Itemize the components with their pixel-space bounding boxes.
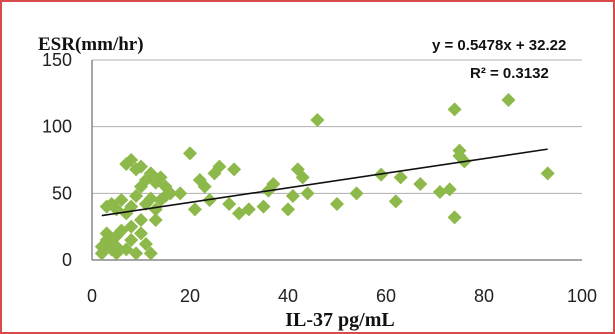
data-point xyxy=(212,159,227,174)
data-point xyxy=(124,153,139,167)
trendline-equation: y = 0.5478x + 32.22 xyxy=(432,37,566,54)
data-point xyxy=(134,213,148,227)
data-point xyxy=(138,237,153,251)
data-point xyxy=(227,162,242,177)
x-tick-label: 0 xyxy=(87,286,97,306)
data-point xyxy=(285,189,300,203)
data-point xyxy=(187,202,202,217)
y-tick-label: 0 xyxy=(62,250,72,270)
x-tick-label: 40 xyxy=(278,286,298,306)
data-point xyxy=(432,185,447,199)
data-point xyxy=(349,186,364,201)
data-point xyxy=(114,193,129,207)
y-axis-label: ESR(mm/hr) xyxy=(38,34,144,55)
data-point xyxy=(197,179,212,194)
r-squared-label: R² = 0.3132 xyxy=(470,65,549,82)
y-tick-label: 50 xyxy=(52,183,72,203)
data-point xyxy=(124,233,139,247)
trendline xyxy=(101,148,548,217)
data-point xyxy=(129,189,144,203)
data-point xyxy=(134,159,148,174)
data-point xyxy=(109,239,124,254)
y-tick-labels: 0 50 100 150 xyxy=(42,50,72,270)
x-tick-label: 20 xyxy=(180,286,200,306)
x-tick-label: 80 xyxy=(474,286,494,306)
data-point xyxy=(148,202,163,217)
data-point xyxy=(134,179,148,194)
data-point xyxy=(143,191,158,206)
y-tick-label: 100 xyxy=(42,117,72,137)
data-point xyxy=(501,93,516,107)
data-point xyxy=(281,202,295,217)
data-point xyxy=(413,177,428,191)
data-point xyxy=(540,166,555,181)
data-point xyxy=(442,182,457,197)
data-point xyxy=(295,170,310,185)
data-point xyxy=(99,226,114,241)
data-point xyxy=(241,202,256,217)
x-tick-label: 100 xyxy=(567,286,597,306)
data-point xyxy=(153,193,168,207)
data-point xyxy=(119,242,134,257)
data-point xyxy=(266,177,281,191)
data-point xyxy=(143,246,158,261)
data-points xyxy=(94,93,555,261)
data-point xyxy=(173,186,188,201)
data-point xyxy=(148,213,163,227)
data-point xyxy=(124,219,139,234)
data-point xyxy=(222,197,237,211)
data-point xyxy=(134,226,148,241)
x-tick-labels: 0 20 40 60 80 100 xyxy=(87,286,597,306)
data-point xyxy=(447,102,462,117)
y-tick-label: 150 xyxy=(42,50,72,70)
data-point xyxy=(393,170,408,185)
x-tick-label: 60 xyxy=(376,286,396,306)
data-point xyxy=(388,194,403,209)
data-point xyxy=(163,186,178,201)
data-point xyxy=(129,246,144,261)
x-axis-label: IL-37 pg/mL xyxy=(285,309,394,331)
data-point xyxy=(300,186,315,201)
data-point xyxy=(256,199,271,214)
data-point xyxy=(330,197,344,211)
data-point xyxy=(447,210,462,225)
data-point xyxy=(310,113,325,127)
data-point xyxy=(153,170,168,185)
data-point xyxy=(183,146,197,161)
